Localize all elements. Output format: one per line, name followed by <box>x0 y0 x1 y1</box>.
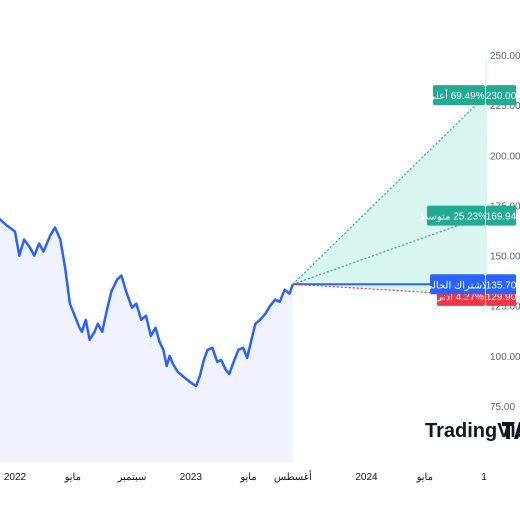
y-tick-label: 225.00 <box>490 101 520 112</box>
current-value: 135.70 <box>486 280 517 291</box>
watermark-text: TradingView <box>425 420 520 442</box>
chart-fills <box>0 95 486 462</box>
x-tick-label: 1 <box>481 472 487 483</box>
x-tick-label: سبتمبر <box>117 472 147 483</box>
price-line <box>0 218 294 388</box>
projection-2-label-bg <box>427 205 485 226</box>
projection-1-value: 230.00 <box>486 91 517 102</box>
projection-2-value: 169.94 <box>486 212 517 223</box>
y-tick-label: 125.00 <box>490 302 520 313</box>
tradingview-watermark: TradingView <box>425 420 520 442</box>
x-tick-label: أغسطس <box>274 470 312 483</box>
x-tick-label: مايو <box>64 472 81 483</box>
price-area <box>0 219 293 462</box>
projection-2-value-bg <box>486 205 516 226</box>
x-tick-label: مايو <box>416 472 433 483</box>
tradingview-logo-icon <box>502 422 520 439</box>
y-tick-label: 250.00 <box>490 51 520 62</box>
current-label-bg <box>430 274 485 295</box>
y-tick-label: 200.00 <box>490 151 520 162</box>
x-tick-label: 2023 <box>180 472 203 483</box>
current-value-bg <box>486 274 516 295</box>
projection-1-value-bg <box>486 85 516 106</box>
x-tick-label: مايو <box>239 472 256 483</box>
projection-1-label: +69.49% أعلى <box>428 89 491 102</box>
y-tick-label: 150.00 <box>490 252 520 263</box>
y-tick-label: 75.00 <box>490 402 515 413</box>
y-tick-label: 100.00 <box>490 352 520 363</box>
projection-1-label-bg <box>433 85 485 106</box>
forecast-cone <box>292 95 486 296</box>
projection-3-value: 129.90 <box>486 292 517 303</box>
projection-2-label: +25.23% متوسط <box>419 212 493 223</box>
axis-ticks: 75.00100.00125.00150.00175.00200.00225.0… <box>4 51 520 483</box>
current-label: الاشتراك الحالي <box>425 280 491 291</box>
projection-line-1 <box>292 94 487 285</box>
x-tick-label: 2022 <box>4 472 27 483</box>
x-tick-label: 2024 <box>355 472 378 483</box>
